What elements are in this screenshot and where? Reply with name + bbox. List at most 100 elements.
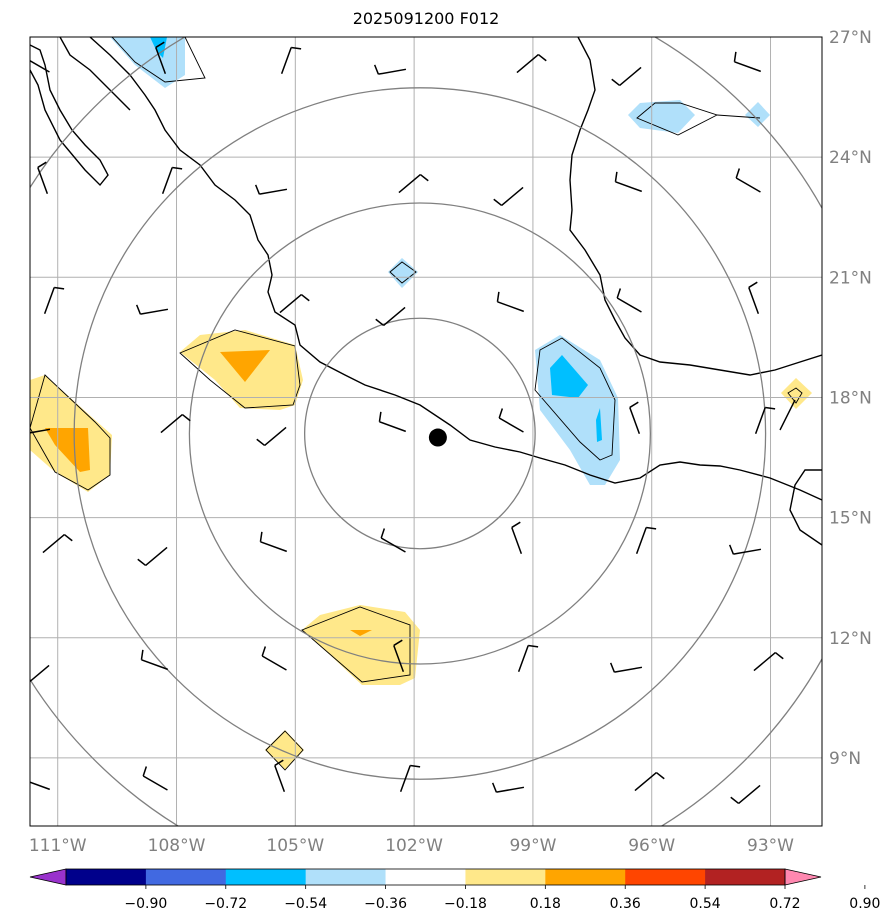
lat-tick-label: 18°N [829,388,872,408]
wind-barb [517,644,539,673]
lon-tick-label: 111°W [29,836,87,856]
wind-barb [135,304,169,315]
gridlines [30,37,822,826]
range-rings [30,37,822,826]
colorbar-segment [225,869,307,885]
wind-barbs [30,41,784,805]
baja-peninsula [30,44,109,187]
pos-core-southwest [350,630,372,636]
lat-tick-label: 12°N [829,629,872,649]
mainland-west [59,37,131,111]
map-title: 2025091200 F012 [352,9,500,28]
colorbar-segment [385,869,466,885]
lat-tick-label: 15°N [829,509,872,529]
range-ring [73,87,767,780]
shaded-field [30,37,812,770]
wind-barb [161,166,183,195]
neg-core-oaxaca-2 [596,408,602,442]
wind-barb [30,428,51,434]
wind-barb [754,406,776,435]
colorbar-tick-label: 0.90 [849,896,880,912]
colorbar-extend-high [784,868,822,886]
wind-barb [496,291,525,313]
colorbar-tick-label: 0.18 [530,896,561,912]
pos-core-jalisco [220,350,270,382]
colorbar-segment [705,869,786,885]
wind-barb [730,784,761,805]
wind-barb [256,426,287,447]
wind-barb [609,662,643,673]
lon-tick-label: 93°W [747,836,794,856]
wind-barb [280,46,302,75]
wind-barb [380,528,406,553]
colorbar-tick-label: 0.36 [610,896,641,912]
wind-barb [42,533,73,554]
longitude-labels: 111°W 108°W 105°W 102°W 99°W 96°W 93°W [29,836,794,856]
lat-tick-label: 24°N [829,148,872,168]
neg-region-small-center [388,258,418,288]
wind-barb [516,53,547,74]
neg-region-gulf-small [745,102,770,127]
wind-barb [629,401,641,435]
pos-region-east-small [781,378,812,409]
wind-barb [155,41,167,75]
wind-barb [614,171,643,193]
neg-core-gulf-of-california [150,37,167,58]
wind-barb [274,759,286,793]
gulf-coast [569,37,822,376]
wind-barb [498,408,524,433]
lon-tick-label: 108°W [148,836,206,856]
lat-tick-label: 27°N [829,28,872,48]
range-ring [303,317,536,550]
coastlines [30,37,822,546]
colorbar-tick-label: 0.72 [769,896,800,912]
lon-tick-label: 96°W [628,836,675,856]
wind-barb [611,66,642,87]
pos-core-west-coast [45,428,90,472]
neg-region-gulf-of-mexico [628,100,695,133]
colorbar-segment [625,869,706,885]
wind-barb [378,411,407,433]
colorbar: −0.90 −0.72 −0.54 −0.36 −0.18 0.18 0.36 0.54 0.7… [29,868,880,912]
wind-barb [399,764,421,793]
lon-tick-label: 102°W [385,836,443,856]
wind-barb [142,766,168,791]
wind-barb [634,771,665,792]
colorbar-segment [66,869,147,885]
latitude-labels: 27°N 24°N 21°N 18°N 15°N 12°N 9°N [829,28,872,769]
wind-barb [30,664,50,683]
lat-tick-label: 21°N [829,268,872,288]
wind-barb [735,168,761,193]
wind-barb [511,521,523,555]
wind-barb [398,173,429,194]
baja-coast [89,37,822,501]
colorbar-tick-label: −0.36 [364,896,407,912]
wind-barb [393,639,405,673]
wind-barb [279,293,310,314]
colorbar-tick-label: −0.18 [444,896,487,912]
colorbar-tick-label: −0.90 [124,896,167,912]
wind-barb [373,64,407,75]
wind-barb [616,288,642,313]
wind-barb [43,286,65,315]
range-ring [188,202,652,665]
wind-barb [37,161,49,195]
colorbar-segment [305,869,387,885]
colorbar-tick-label: −0.54 [284,896,327,912]
wind-barb [140,649,169,671]
wind-barb [137,546,168,567]
wind-barb [259,531,288,553]
wind-barb [254,184,288,195]
colorbar-extend-low [29,868,67,886]
wind-barb [748,281,760,315]
lon-tick-label: 99°W [509,836,556,856]
wind-barb [728,544,762,555]
wind-barb [491,782,525,793]
colorbar-tick-label: 0.54 [690,896,721,912]
neg-core-oaxaca [550,355,588,398]
yucatan-right [789,469,822,546]
wind-barb [635,526,657,555]
colorbar-segment [145,869,227,885]
pos-region-south-small [265,730,304,770]
wind-barb [733,51,762,73]
